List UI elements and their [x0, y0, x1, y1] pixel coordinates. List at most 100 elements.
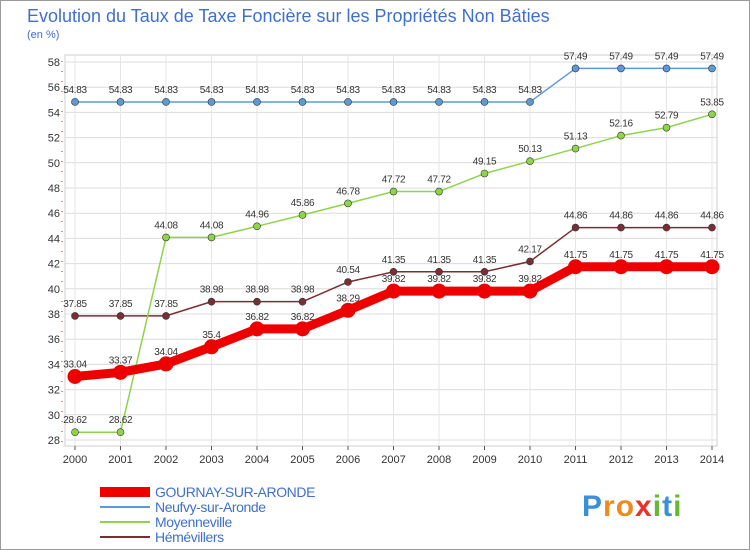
data-label-gournay: 41.75: [564, 250, 588, 261]
data-point-gournay: [113, 364, 128, 380]
data-label-hemevillers: 44.86: [609, 211, 633, 222]
data-point-moyenneville: [435, 187, 443, 196]
data-label-gournay: 41.75: [609, 250, 633, 261]
data-label-moyenneville: 28.62: [109, 415, 133, 426]
x-tick-label: 2005: [290, 454, 314, 466]
data-label-moyenneville: 44.96: [245, 209, 269, 220]
data-label-moyenneville: 44.08: [154, 220, 178, 231]
legend-label-hemevillers: Hémévillers: [155, 529, 224, 545]
legend-label-gournay: GOURNAY-SUR-ARONDE: [155, 484, 316, 500]
data-point-gournay: [613, 259, 629, 275]
x-tick-label: 2012: [609, 454, 633, 466]
y-tick-label: 38: [48, 309, 60, 321]
data-point-hemevillers: [344, 278, 352, 286]
data-point-gournay: [477, 283, 492, 299]
data-label-moyenneville: 53.85: [700, 97, 724, 108]
data-label-gournay: 36.82: [291, 312, 315, 323]
x-tick-label: 2003: [199, 454, 223, 466]
y-tick-label: 28: [48, 435, 60, 447]
data-label-moyenneville: 46.78: [336, 186, 360, 197]
data-point-neufvy: [162, 98, 170, 106]
y-tick-label: 40: [48, 284, 60, 296]
data-label-gournay: 39.82: [382, 274, 406, 285]
data-label-hemevillers: 38.98: [291, 285, 315, 296]
data-point-moyenneville: [708, 110, 716, 119]
data-point-neufvy: [480, 98, 489, 106]
data-point-hemevillers: [207, 297, 216, 306]
data-point-moyenneville: [298, 211, 307, 219]
x-tick-label: 2009: [472, 454, 496, 466]
y-tick-label: 46: [48, 208, 60, 220]
data-label-hemevillers: 42.17: [518, 244, 542, 255]
data-label-neufvy: 54.83: [291, 85, 315, 96]
data-point-gournay: [204, 339, 219, 355]
data-label-hemevillers: 37.85: [63, 299, 87, 310]
y-tick-label: 50: [48, 158, 60, 170]
data-label-neufvy: 54.83: [382, 85, 406, 96]
y-tick-label: 34: [48, 359, 60, 371]
data-point-hemevillers: [389, 267, 398, 276]
x-tick-label: 2004: [245, 454, 269, 466]
data-point-moyenneville: [617, 131, 625, 140]
data-label-gournay: 41.75: [700, 250, 724, 261]
data-point-gournay: [67, 368, 83, 384]
data-point-gournay: [522, 283, 538, 299]
data-point-neufvy: [389, 98, 398, 106]
data-label-neufvy: 54.83: [200, 85, 224, 96]
data-point-hemevillers: [617, 223, 625, 232]
proxiti-logo: Proxiti: [582, 490, 682, 524]
data-point-hemevillers: [298, 297, 307, 306]
data-point-neufvy: [207, 98, 216, 106]
data-label-moyenneville: 28.62: [63, 415, 87, 426]
data-point-moyenneville: [71, 428, 79, 436]
axes: 28 30 32 34 36 38 40 42 44 46 48 50 52 54 56 58 2000 2001…: [48, 57, 724, 466]
data-label-moyenneville: 44.08: [200, 220, 224, 231]
data-point-hemevillers: [162, 312, 170, 320]
data-label-hemevillers: 44.86: [700, 211, 724, 222]
data-point-hemevillers: [116, 312, 125, 320]
data-label-moyenneville: 52.16: [609, 119, 633, 130]
data-label-hemevillers: 37.85: [154, 299, 178, 310]
data-label-hemevillers: 41.35: [382, 255, 406, 266]
data-label-neufvy: 54.83: [63, 85, 87, 96]
data-point-gournay: [568, 259, 583, 275]
x-tick-label: 2010: [518, 454, 542, 466]
y-tick-label: 44: [48, 233, 60, 245]
data-point-neufvy: [71, 98, 79, 106]
data-label-gournay: 34.04: [154, 347, 178, 358]
data-label-hemevillers: 38.98: [245, 285, 269, 296]
y-tick-label: 42: [48, 259, 60, 271]
x-tick-label: 2006: [336, 454, 360, 466]
y-tick-label: 54: [48, 107, 60, 119]
logo-letter: P: [582, 490, 604, 523]
data-label-gournay: 39.82: [473, 274, 497, 285]
legend-label-moyenneville: Moyenneville: [155, 514, 232, 530]
data-label-hemevillers: 44.86: [564, 211, 588, 222]
data-point-moyenneville: [162, 233, 170, 242]
legend-swatch-hemevillers: [100, 536, 150, 538]
data-label-moyenneville: 45.86: [291, 198, 315, 209]
data-label-neufvy: 54.83: [473, 85, 497, 96]
x-tick-label: 2008: [427, 454, 451, 466]
data-point-hemevillers: [662, 223, 671, 232]
data-label-hemevillers: 41.35: [473, 255, 497, 266]
y-tick-label: 32: [48, 385, 60, 397]
x-tick-label: 2007: [381, 454, 405, 466]
data-point-moyenneville: [116, 428, 125, 436]
data-point-gournay: [295, 321, 310, 337]
data-point-neufvy: [617, 64, 625, 73]
data-label-neufvy: 57.49: [609, 51, 633, 62]
y-tick-label: 52: [48, 133, 60, 145]
data-point-neufvy: [526, 98, 534, 106]
logo-letter: o: [615, 490, 636, 523]
series-lines: [67, 64, 720, 436]
y-tick-label: 56: [48, 82, 60, 94]
data-label-neufvy: 57.49: [700, 51, 724, 62]
data-label-hemevillers: 37.85: [109, 299, 133, 310]
data-point-neufvy: [435, 98, 443, 106]
data-point-moyenneville: [662, 123, 671, 132]
data-point-neufvy: [253, 98, 261, 106]
data-label-neufvy: 57.49: [564, 51, 588, 62]
data-point-hemevillers: [435, 267, 443, 276]
